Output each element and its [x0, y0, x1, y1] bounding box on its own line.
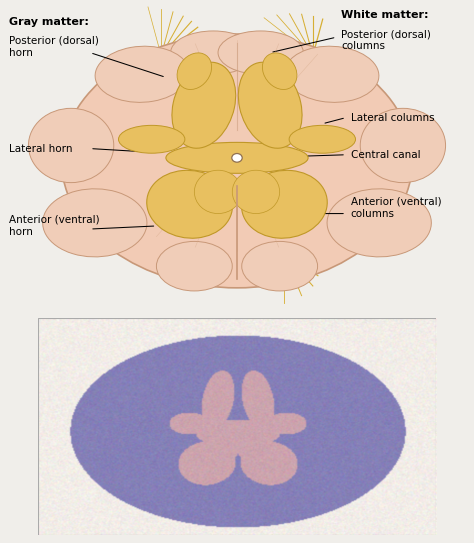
Ellipse shape	[166, 142, 308, 173]
Ellipse shape	[327, 189, 431, 257]
Text: Lateral columns: Lateral columns	[351, 112, 434, 123]
Ellipse shape	[62, 34, 412, 288]
Ellipse shape	[232, 171, 280, 213]
Ellipse shape	[285, 46, 379, 103]
Ellipse shape	[242, 171, 327, 238]
Text: White matter:: White matter:	[341, 10, 429, 21]
Text: Anterior (ventral)
columns: Anterior (ventral) columns	[351, 196, 441, 219]
Ellipse shape	[263, 53, 297, 90]
Text: Posterior (dorsal)
horn: Posterior (dorsal) horn	[9, 35, 100, 58]
Ellipse shape	[232, 154, 242, 162]
Ellipse shape	[156, 242, 232, 291]
Ellipse shape	[218, 31, 303, 74]
Ellipse shape	[360, 108, 446, 182]
Text: Gray matter:: Gray matter:	[9, 17, 90, 27]
Ellipse shape	[289, 125, 356, 153]
Ellipse shape	[28, 108, 114, 182]
Text: Lateral horn: Lateral horn	[9, 143, 73, 154]
Ellipse shape	[43, 189, 147, 257]
Ellipse shape	[242, 242, 318, 291]
Text: Central canal: Central canal	[351, 150, 420, 160]
Ellipse shape	[118, 125, 185, 153]
Ellipse shape	[147, 171, 232, 238]
Ellipse shape	[238, 62, 302, 148]
Text: Anterior (ventral)
horn: Anterior (ventral) horn	[9, 214, 100, 237]
Ellipse shape	[194, 171, 242, 213]
Ellipse shape	[177, 53, 211, 90]
Ellipse shape	[171, 31, 256, 74]
Text: Posterior (dorsal)
columns: Posterior (dorsal) columns	[341, 29, 431, 52]
Ellipse shape	[95, 46, 189, 103]
Ellipse shape	[172, 62, 236, 148]
